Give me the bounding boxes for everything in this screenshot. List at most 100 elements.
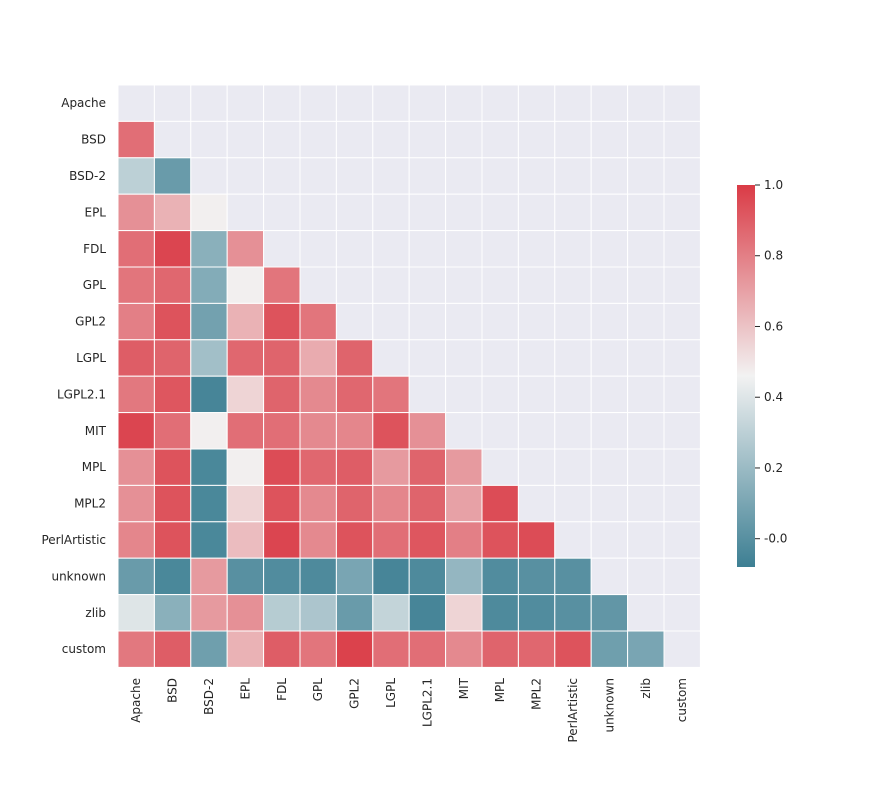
masked-cell [663, 557, 701, 596]
heatmap-cell-custom-MPL2 [517, 630, 556, 668]
masked-cell [663, 484, 701, 523]
heatmap-cell-MPL-Apache [117, 448, 155, 486]
masked-cell [517, 230, 556, 268]
masked-cell [517, 484, 556, 523]
heatmap-cell-custom-GPL2 [335, 630, 374, 668]
masked-cell [190, 120, 228, 159]
heatmap-cell-zlib-Apache [117, 594, 155, 632]
masked-cell [590, 193, 629, 232]
heatmap-cell-zlib-unknown [590, 594, 629, 632]
x-tick-label: custom [675, 678, 689, 722]
heatmap-cell-unknown-MPL2 [517, 557, 556, 596]
masked-cell [335, 302, 374, 341]
masked-cell [590, 84, 629, 122]
x-tick-label: FDL [275, 678, 289, 701]
y-tick-label: zlib [85, 606, 106, 620]
heatmap-cell-unknown-EPL [226, 557, 265, 596]
heatmap-cell-GPL2-EPL [226, 302, 265, 341]
heatmap-cell-FDL-Apache [117, 230, 155, 268]
masked-cell [408, 266, 447, 304]
masked-cell [263, 84, 301, 122]
masked-cell [590, 521, 629, 559]
heatmap-cell-MPL-EPL [226, 448, 265, 486]
masked-cell [627, 412, 665, 450]
masked-cell [663, 412, 701, 450]
y-tick-label: PerlArtistic [41, 533, 106, 547]
masked-cell [663, 521, 701, 559]
heatmap-cell-GPL2-Apache [117, 302, 155, 341]
masked-cell [481, 412, 519, 450]
heatmap-cell-MPL2-MIT [445, 484, 483, 523]
masked-cell [590, 484, 629, 523]
masked-cell [663, 594, 701, 632]
masked-cell [627, 230, 665, 268]
x-tick-label: BSD [166, 678, 180, 703]
masked-cell [554, 448, 592, 486]
y-tick-label: BSD-2 [69, 169, 106, 183]
heatmap-cell-zlib-BSD-2 [190, 594, 228, 632]
masked-cell [590, 230, 629, 268]
y-tick-label: custom [62, 642, 106, 656]
heatmap-cell-MIT-FDL [263, 412, 301, 450]
masked-cell [117, 84, 155, 122]
heatmap-cell-PerlArtistic-MIT [445, 521, 483, 559]
heatmap-cell-PerlArtistic-BSD [153, 521, 192, 559]
masked-cell [590, 157, 629, 195]
heatmap-cell-LGPL2.1-GPL2 [335, 375, 374, 414]
heatmap-cell-MIT-BSD-2 [190, 412, 228, 450]
heatmap-cell-MPL-LGPL [372, 448, 410, 486]
masked-cell [445, 230, 483, 268]
masked-cell [554, 157, 592, 195]
heatmap-cell-zlib-PerlArtistic [554, 594, 592, 632]
masked-cell [590, 339, 629, 377]
masked-cell [445, 339, 483, 377]
masked-cell [408, 375, 447, 414]
heatmap-cell-MPL-LGPL2.1 [408, 448, 447, 486]
heatmap-cell-MPL-GPL [299, 448, 337, 486]
heatmap-cell-BSD-2-BSD [153, 157, 192, 195]
heatmap-cell-LGPL-FDL [263, 339, 301, 377]
heatmap-cell-unknown-PerlArtistic [554, 557, 592, 596]
heatmap-cell-unknown-Apache [117, 557, 155, 596]
heatmap-cell-LGPL2.1-BSD [153, 375, 192, 414]
heatmap-cell-zlib-LGPL2.1 [408, 594, 447, 632]
heatmap-cell-GPL2-FDL [263, 302, 301, 341]
masked-cell [590, 302, 629, 341]
heatmap-cell-MPL-MIT [445, 448, 483, 486]
heatmap-cell-MPL2-LGPL2.1 [408, 484, 447, 523]
masked-cell [408, 120, 447, 159]
heatmap-cell-MIT-BSD [153, 412, 192, 450]
heatmap-cell-GPL-BSD-2 [190, 266, 228, 304]
masked-cell [554, 375, 592, 414]
masked-cell [335, 84, 374, 122]
masked-cell [627, 120, 665, 159]
masked-cell [627, 375, 665, 414]
heatmap-cell-GPL2-GPL [299, 302, 337, 341]
masked-cell [554, 193, 592, 232]
heatmap-cell-zlib-GPL2 [335, 594, 374, 632]
heatmap-cell-PerlArtistic-EPL [226, 521, 265, 559]
x-tick-label: Apache [129, 678, 143, 723]
heatmap-cell-custom-MIT [445, 630, 483, 668]
heatmap-cells [117, 84, 701, 668]
heatmap-cell-PerlArtistic-FDL [263, 521, 301, 559]
masked-cell [263, 193, 301, 232]
y-tick-label: LGPL2.1 [57, 387, 106, 401]
masked-cell [408, 302, 447, 341]
masked-cell [335, 157, 374, 195]
heatmap-cell-custom-BSD-2 [190, 630, 228, 668]
masked-cell [299, 266, 337, 304]
heatmap-cell-LGPL-EPL [226, 339, 265, 377]
masked-cell [627, 339, 665, 377]
heatmap-cell-PerlArtistic-GPL [299, 521, 337, 559]
heatmap-cell-GPL-FDL [263, 266, 301, 304]
masked-cell [590, 557, 629, 596]
masked-cell [226, 120, 265, 159]
colorbar-tick-label: 0.2 [764, 461, 783, 475]
x-tick-labels: Apache BSD BSD-2 EPL FDL GPL GPL2 LGPL LGPL2.1 MI… [129, 677, 689, 742]
x-tick-label: GPL2 [348, 678, 362, 709]
heatmap-cell-LGPL2.1-GPL [299, 375, 337, 414]
colorbar-tick-label: 0.8 [764, 249, 783, 263]
heatmap-cell-FDL-EPL [226, 230, 265, 268]
x-tick-label: GPL [311, 678, 325, 702]
